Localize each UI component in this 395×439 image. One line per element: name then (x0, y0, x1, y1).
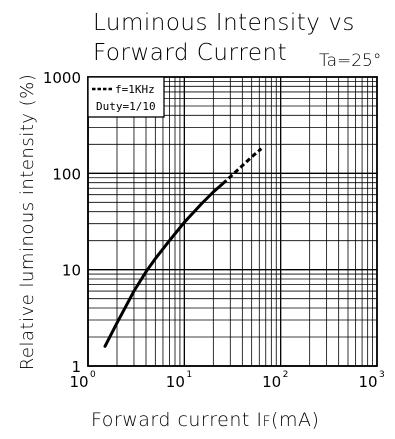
y-tick-label: 100 (52, 165, 81, 183)
x-tick-label-exponent: 1 (186, 370, 192, 380)
x-axis-label-sub: F (262, 414, 271, 430)
condition-label: Ta=25° (319, 51, 381, 71)
x-tick-label: 10 (358, 373, 377, 391)
x-tick-labels: 10 0 10 1 10 2 10 3 (69, 370, 384, 391)
x-tick-label-exponent: 0 (90, 370, 96, 380)
grid (87, 77, 377, 367)
chart-title-line2: Forward Current (93, 40, 287, 66)
x-tick-label-exponent: 2 (283, 370, 289, 380)
x-axis-label: Forward current IF(mA) (91, 409, 319, 431)
y-axis-label: Relative luminous intensity (%) (17, 74, 38, 371)
x-axis-label-main: Forward current I (91, 409, 262, 431)
x-tick-label: 10 (69, 373, 88, 391)
y-tick-labels: 1 10 100 1000 (43, 69, 81, 376)
y-tick-label: 1000 (43, 69, 81, 87)
x-tick-label-exponent: 3 (379, 370, 385, 380)
legend-line1: f=1KHz (115, 83, 155, 96)
plot-frame (87, 76, 378, 367)
series-line-solid (103, 182, 225, 348)
series-line-dashed (221, 147, 263, 185)
legend-box (87, 76, 165, 118)
x-axis-label-unit: (mA) (271, 409, 319, 431)
chart-title-line1: Luminous Intensity vs (93, 10, 355, 36)
legend-line2: Duty=1/10 (96, 100, 156, 113)
y-tick-label: 1 (71, 358, 81, 376)
x-tick-label: 10 (166, 373, 185, 391)
y-tick-label: 10 (62, 262, 81, 280)
legend: f=1KHz Duty=1/10 (87, 76, 165, 118)
x-tick-label: 10 (262, 373, 281, 391)
